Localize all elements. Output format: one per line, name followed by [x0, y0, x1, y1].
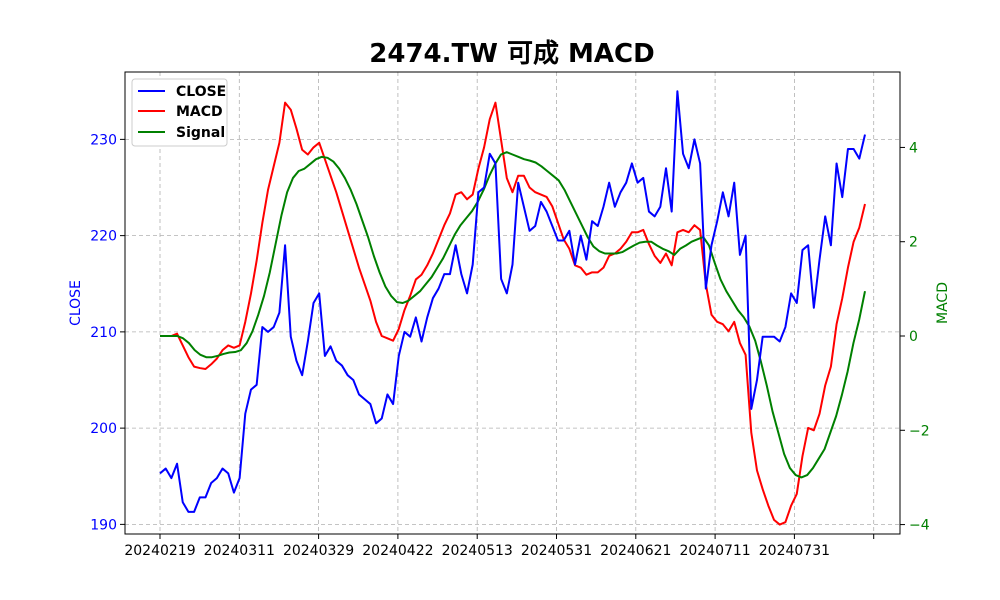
x-tick-label: 20240329: [283, 543, 354, 559]
grid: [125, 72, 900, 534]
x-tick-label: 20240621: [600, 543, 671, 559]
series-line-macd: [160, 101, 866, 526]
legend-label-close: CLOSE: [176, 84, 226, 100]
legend-box: [131, 78, 228, 147]
y-right-tick-label: 0: [909, 329, 918, 345]
y-left-tick-label: 220: [90, 229, 117, 245]
x-tick-label: 20240513: [442, 543, 513, 559]
plot-frame: [124, 71, 901, 535]
y-right-tick-label: 2: [909, 235, 918, 251]
right-axis-label: MACD: [935, 282, 951, 324]
legend-label-signal: Signal: [176, 125, 225, 141]
legend: CLOSE MACD Signal: [131, 78, 228, 147]
x-tick-label: 20240711: [679, 543, 750, 559]
series-line-close: [159, 90, 866, 513]
axis-ticks: 20240219 20240311 20240329 20240422 20240513…: [90, 132, 929, 559]
x-tick-label: 20240422: [362, 543, 433, 559]
y-right-tick-label: 4: [909, 140, 918, 156]
left-axis-label: CLOSE: [68, 280, 84, 326]
x-tick-label: 20240531: [521, 543, 592, 559]
legend-label-macd: MACD: [176, 104, 223, 120]
y-right-tick-label: −2: [909, 423, 930, 439]
x-tick-label: 20240219: [124, 543, 195, 559]
y-left-tick-label: 190: [90, 517, 117, 533]
y-left-tick-label: 230: [90, 132, 117, 148]
y-right-tick-label: −4: [909, 518, 930, 534]
y-left-tick-label: 200: [90, 421, 117, 437]
x-tick-label: 20240731: [759, 543, 830, 559]
series-lines: [159, 90, 866, 526]
chart-title: 2474.TW 可成 MACD: [369, 39, 654, 69]
x-tick-label: 20240311: [204, 543, 275, 559]
y-left-tick-label: 210: [90, 325, 117, 341]
